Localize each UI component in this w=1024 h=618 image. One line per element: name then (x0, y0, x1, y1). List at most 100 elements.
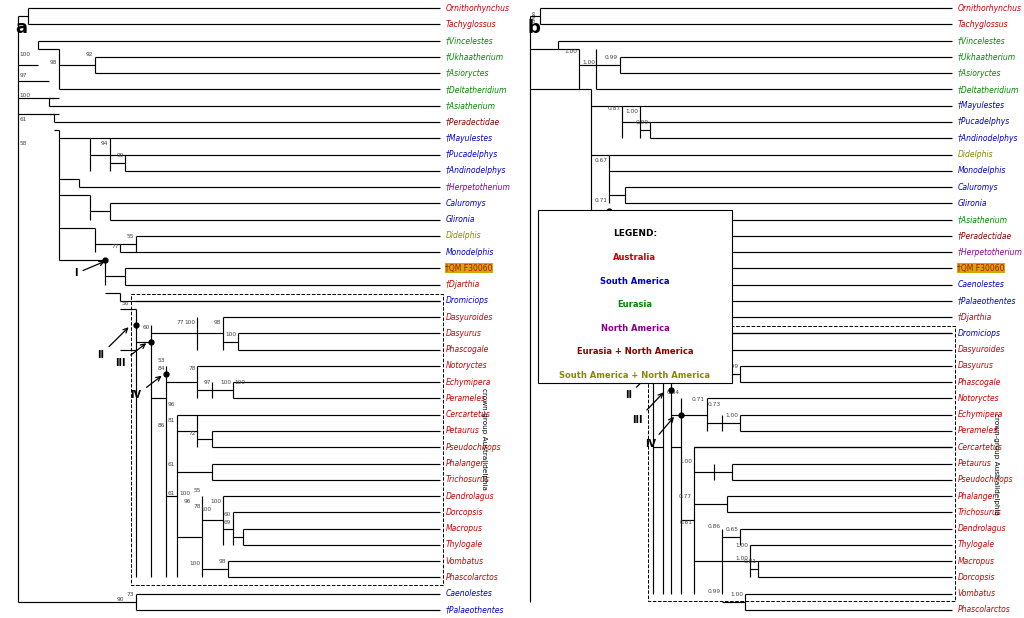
Text: Phascogale: Phascogale (957, 378, 1000, 387)
Text: Didelphis: Didelphis (957, 150, 993, 159)
Text: †Asiatherium: †Asiatherium (957, 215, 1008, 224)
Text: Vombatus: Vombatus (445, 557, 483, 565)
Text: 0.77: 0.77 (679, 494, 692, 499)
Text: 0.99: 0.99 (605, 55, 618, 60)
Text: 55: 55 (127, 234, 134, 239)
Text: †Pucadelphys: †Pucadelphys (445, 150, 498, 159)
Text: 0.64: 0.64 (667, 390, 680, 395)
Text: 0.77: 0.77 (623, 320, 636, 325)
Text: 0.67: 0.67 (595, 158, 608, 163)
Text: 0.71: 0.71 (656, 353, 670, 358)
Text: 1.00: 1.00 (735, 543, 749, 548)
Text: II: II (625, 369, 655, 400)
Text: a: a (15, 19, 28, 36)
Text: Tachyglossus: Tachyglossus (445, 20, 496, 29)
Text: 100: 100 (234, 381, 246, 386)
Text: †Pucadelphys: †Pucadelphys (957, 117, 1010, 127)
Text: Notoryctes: Notoryctes (957, 394, 999, 403)
Text: Caluromys: Caluromys (445, 199, 486, 208)
Text: 100: 100 (201, 507, 211, 512)
Text: 0.71: 0.71 (692, 397, 705, 402)
Text: Eurasia: Eurasia (617, 300, 652, 310)
Text: 0.87: 0.87 (607, 106, 621, 111)
Text: Tachyglossus: Tachyglossus (957, 20, 1008, 29)
Text: Macropus: Macropus (445, 524, 482, 533)
Text: Phascogale: Phascogale (445, 345, 488, 354)
Text: 94: 94 (101, 142, 109, 146)
Text: †Deltatheridium: †Deltatheridium (445, 85, 507, 94)
Text: Dasyurus: Dasyurus (957, 362, 993, 370)
Text: I: I (74, 261, 103, 279)
Text: 61: 61 (168, 462, 175, 467)
Text: South America: South America (600, 277, 670, 286)
Text: 53: 53 (158, 358, 165, 363)
Text: 61: 61 (19, 117, 27, 122)
Polygon shape (538, 210, 732, 383)
Text: crown-group Australidelphia: crown-group Australidelphia (993, 413, 998, 514)
Text: III: III (115, 344, 145, 368)
Text: 72: 72 (188, 431, 196, 436)
Text: †Vincelestes: †Vincelestes (445, 36, 494, 45)
Text: 84: 84 (158, 366, 165, 371)
Text: Phascolarctos: Phascolarctos (957, 606, 1011, 614)
Text: 96: 96 (183, 499, 190, 504)
Text: 58: 58 (19, 142, 27, 146)
Text: Phalanger: Phalanger (445, 459, 484, 468)
Text: †Djarthia: †Djarthia (445, 280, 479, 289)
Text: 77: 77 (177, 320, 184, 325)
Text: Eurasia + North America: Eurasia + North America (577, 347, 693, 357)
Text: 97: 97 (19, 73, 27, 78)
Text: 0.85: 0.85 (631, 283, 644, 288)
Text: Didelphis: Didelphis (445, 231, 481, 240)
Text: 1.00: 1.00 (564, 49, 578, 54)
Text: †Herpetotherium: †Herpetotherium (445, 182, 510, 192)
Text: Dendrolagus: Dendrolagus (957, 524, 1006, 533)
Text: Trichosurus: Trichosurus (957, 508, 1001, 517)
Text: Glironia: Glironia (957, 199, 987, 208)
Text: Caenolestes: Caenolestes (957, 280, 1005, 289)
Text: Thylogale: Thylogale (445, 540, 482, 549)
Text: †Palaeothentes: †Palaeothentes (445, 606, 504, 614)
Text: Cercartetus: Cercartetus (445, 410, 490, 419)
Text: Dorcopsis: Dorcopsis (445, 508, 483, 517)
Text: 100: 100 (220, 381, 231, 386)
Text: Pseudochirops: Pseudochirops (445, 442, 501, 452)
Text: 78: 78 (188, 366, 196, 371)
Text: Perameles: Perameles (445, 394, 485, 403)
Text: 86: 86 (158, 423, 165, 428)
Text: 0.86: 0.86 (708, 523, 721, 528)
Text: 0.92: 0.92 (713, 353, 725, 358)
Text: 1.00: 1.00 (735, 556, 749, 561)
Text: Caenolestes: Caenolestes (445, 589, 493, 598)
Text: 0.99: 0.99 (725, 364, 738, 369)
Text: Dasyuroides: Dasyuroides (957, 345, 1005, 354)
Text: North America: North America (600, 324, 670, 333)
Text: 73: 73 (127, 592, 134, 597)
Text: Dromiciops: Dromiciops (445, 297, 488, 305)
Text: Petaurus: Petaurus (445, 426, 479, 436)
Text: †QM F30060: †QM F30060 (445, 264, 493, 273)
Text: Vombatus: Vombatus (957, 589, 995, 598)
Text: Macropus: Macropus (957, 557, 994, 565)
Text: †Herpetotherium: †Herpetotherium (957, 248, 1022, 256)
Text: †Vincelestes: †Vincelestes (957, 36, 1006, 45)
Text: 97: 97 (204, 381, 211, 386)
Text: 0.99: 0.99 (708, 588, 721, 594)
Text: 100: 100 (225, 332, 237, 337)
Text: †Ukhaatherium: †Ukhaatherium (445, 53, 504, 61)
Text: †Asiatherium: †Asiatherium (445, 101, 496, 110)
Text: 81: 81 (168, 418, 175, 423)
Text: Dromiciops: Dromiciops (957, 329, 1000, 338)
Text: Glironia: Glironia (445, 215, 475, 224)
Text: 55: 55 (194, 488, 201, 493)
Text: Cercartetus: Cercartetus (957, 442, 1002, 452)
Text: 0.99: 0.99 (636, 121, 649, 125)
Text: †Asioryctes: †Asioryctes (445, 69, 488, 78)
Text: †Peradectidae: †Peradectidae (445, 117, 500, 127)
Text: Dendrolagus: Dendrolagus (445, 491, 494, 501)
Text: 1.00: 1.00 (725, 413, 738, 418)
Text: Phalanger: Phalanger (957, 491, 996, 501)
Text: †Palaeothentes: †Palaeothentes (957, 297, 1016, 305)
Text: 100: 100 (189, 561, 201, 566)
Text: Echymipera: Echymipera (445, 378, 490, 387)
